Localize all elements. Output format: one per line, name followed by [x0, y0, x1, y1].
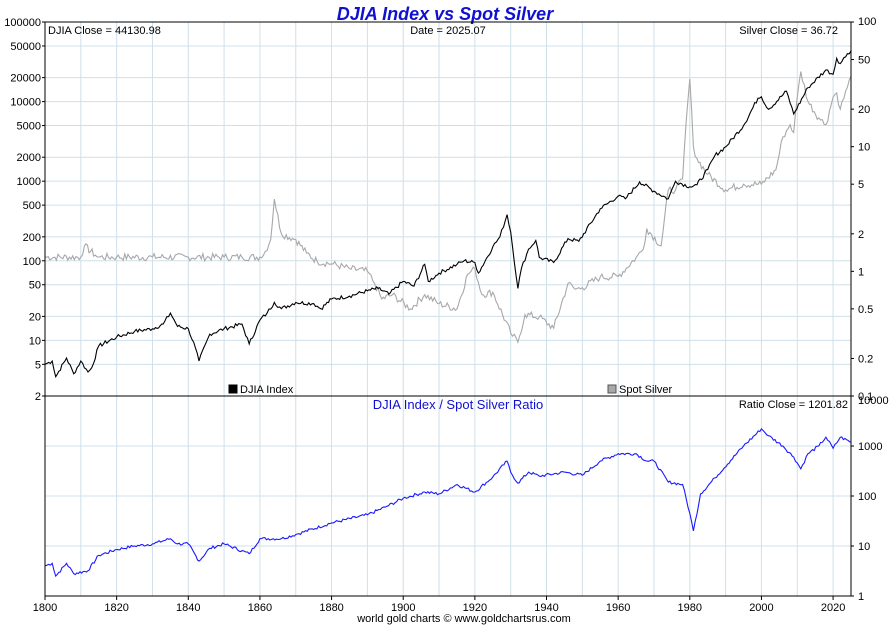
x-tick-label: 1840: [176, 602, 200, 614]
ratio-tick-label: 1000: [858, 441, 882, 453]
left-tick-label: 500: [23, 200, 41, 212]
left-tick-label: 20: [29, 311, 41, 323]
bottom-panel: 1 10 100 1000 10000 1800 1820 1840 1860 1880 1900…: [33, 395, 889, 614]
ratio-title: DJIA Index / Spot Silver Ratio: [373, 397, 544, 412]
ratio-tick-label: 100: [858, 491, 876, 503]
legend-swatch-silver: [607, 384, 617, 394]
series-line-djia: [44, 50, 852, 379]
top-panel: 2 5 10 20 50 100 200 500 1000 2000 5000 10000 20000 5…: [4, 16, 876, 403]
top-left-axis: 2 5 10 20 50 100 200 500 1000 2000 5000 10000 20000 5…: [4, 17, 45, 403]
top-gridlines: [45, 21, 851, 397]
left-tick-label: 50: [29, 280, 41, 292]
legend-swatch-djia: [228, 384, 238, 394]
left-tick-label: 10: [29, 335, 41, 347]
left-tick-label: 20000: [10, 73, 41, 85]
series-line-spot-silver: [44, 71, 852, 344]
silver-close-readout: Silver Close = 36.72: [739, 25, 838, 37]
left-tick-label: 5: [35, 359, 41, 371]
x-tick-label: 1880: [319, 602, 343, 614]
right-tick-label: 1: [858, 266, 864, 278]
bottom-gridlines: [45, 395, 851, 597]
left-tick-label: 1000: [17, 176, 41, 188]
left-tick-label: 200: [23, 232, 41, 244]
ratio-tick-label: 10000: [858, 395, 889, 407]
ratio-close-readout: Ratio Close = 1201.82: [739, 399, 848, 411]
bottom-right-axis: 1 10 100 1000 10000: [851, 395, 889, 603]
djia-close-readout: DJIA Close = 44130.98: [48, 25, 161, 37]
x-tick-label: 1820: [104, 602, 128, 614]
top-series-group: [44, 50, 852, 379]
ratio-tick-label: 10: [858, 541, 870, 553]
right-tick-label: 20: [858, 104, 870, 116]
legend: DJIA Index Spot Silver: [228, 384, 673, 396]
series-line-ratio: [44, 428, 852, 578]
right-tick-label: 0.1: [858, 391, 873, 403]
ratio-tick-label: 1: [858, 591, 864, 603]
bottom-series-group: [44, 428, 852, 578]
left-tick-label: 100000: [4, 17, 41, 29]
right-tick-label: 0.5: [858, 304, 873, 316]
footer-credit: world gold charts © www.goldchartsrus.co…: [356, 613, 571, 625]
right-tick-label: 10: [858, 142, 870, 154]
right-tick-label: 5: [858, 179, 864, 191]
right-tick-label: 0.2: [858, 353, 873, 365]
x-tick-label: 1860: [248, 602, 272, 614]
left-tick-label: 5000: [17, 121, 41, 133]
left-tick-label: 50000: [10, 41, 41, 53]
x-tick-label: 1980: [678, 602, 702, 614]
left-tick-label: 100: [23, 256, 41, 268]
x-axis: 1800 1820 1840 1860 1880 1900 1920 1940 1960 1980…: [33, 596, 845, 614]
right-tick-label: 100: [858, 16, 876, 28]
x-tick-label: 1800: [33, 602, 57, 614]
left-tick-label: 10000: [10, 97, 41, 109]
chart-title: DJIA Index vs Spot Silver: [337, 4, 554, 24]
right-tick-label: 2: [858, 229, 864, 241]
date-readout: Date = 2025.07: [410, 25, 486, 37]
left-tick-label: 2: [35, 391, 41, 403]
left-tick-label: 2000: [17, 152, 41, 164]
x-tick-label: 2020: [821, 602, 845, 614]
right-tick-label: 50: [858, 55, 870, 67]
legend-label-djia: DJIA Index: [240, 384, 294, 396]
top-right-axis: 0.1 0.2 0.5 1 2 5 10 20 50 100: [851, 16, 876, 403]
x-tick-label: 2000: [749, 602, 773, 614]
legend-label-silver: Spot Silver: [619, 384, 673, 396]
x-tick-label: 1940: [534, 602, 558, 614]
x-tick-label: 1900: [391, 602, 415, 614]
x-tick-label: 1920: [463, 602, 487, 614]
x-tick-label: 1960: [606, 602, 630, 614]
